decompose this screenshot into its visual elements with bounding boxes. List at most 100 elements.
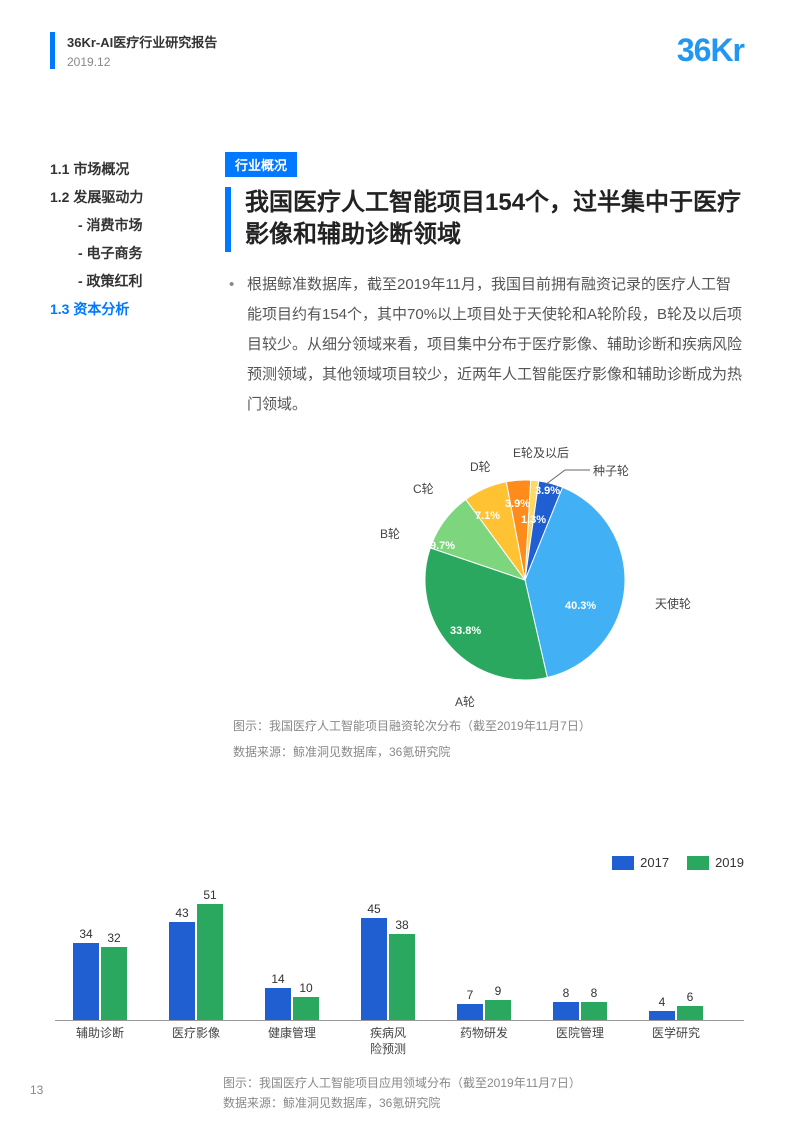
bar-value: 51 bbox=[197, 888, 223, 902]
bar-rect bbox=[73, 943, 99, 1020]
bar-group: 88医院管理 bbox=[541, 1002, 619, 1020]
legend-label: 2019 bbox=[715, 855, 744, 870]
bar-rect bbox=[361, 918, 387, 1020]
bar-legend: 2017 2019 bbox=[612, 855, 744, 870]
bar-rect bbox=[485, 1000, 511, 1020]
pie-percent: 9.7% bbox=[430, 540, 455, 552]
bar-rect bbox=[197, 904, 223, 1020]
bar-column: 10 bbox=[293, 997, 319, 1020]
bullet-icon: • bbox=[229, 270, 234, 300]
toc-sub-ecommerce[interactable]: - 电子商务 bbox=[50, 239, 190, 267]
bar-column: 4 bbox=[649, 1011, 675, 1020]
pie-label: 种子轮 bbox=[593, 462, 629, 479]
toc-item-1-2[interactable]: 1.2 发展驱动力 bbox=[50, 183, 190, 211]
section-tag: 行业概况 bbox=[225, 152, 297, 177]
bar-rect bbox=[101, 947, 127, 1020]
bar-caption-2: 数据来源：鲸准洞见数据库，36氪研究院 bbox=[223, 1093, 744, 1113]
pie-label: A轮 bbox=[455, 693, 475, 710]
bar-value: 8 bbox=[553, 986, 579, 1000]
bar-column: 9 bbox=[485, 1000, 511, 1020]
bar-value: 43 bbox=[169, 906, 195, 920]
main-content: 行业概况 我国医疗人工智能项目154个，过半集中于医疗影像和辅助诊断领域 • 根… bbox=[225, 152, 744, 763]
bar-rect bbox=[581, 1002, 607, 1020]
bar-column: 7 bbox=[457, 1004, 483, 1020]
bar-value: 38 bbox=[389, 918, 415, 932]
logo-prefix: 36 bbox=[677, 32, 711, 68]
bar-group: 4351医疗影像 bbox=[157, 904, 235, 1020]
bar-caption-block: 图示：我国医疗人工智能项目应用领域分布（截至2019年11月7日） 数据来源：鲸… bbox=[223, 1073, 744, 1114]
toc-sub-consumer[interactable]: - 消费市场 bbox=[50, 211, 190, 239]
bar-column: 8 bbox=[553, 1002, 579, 1020]
pie-percent: 3.9% bbox=[505, 498, 530, 510]
bar-rect bbox=[293, 997, 319, 1020]
table-of-contents: 1.1 市场概况 1.2 发展驱动力 - 消费市场 - 电子商务 - 政策红利 … bbox=[50, 155, 190, 323]
bar-category: 医疗影像 bbox=[157, 1020, 235, 1042]
bar-value: 6 bbox=[677, 990, 703, 1004]
bar-rect bbox=[457, 1004, 483, 1020]
header-left: 36Kr-AI医疗行业研究报告 2019.12 bbox=[50, 32, 217, 69]
bar-value: 7 bbox=[457, 988, 483, 1002]
bar-category: 医学研究 bbox=[637, 1020, 715, 1042]
bar-group: 1410健康管理 bbox=[253, 988, 331, 1020]
bar-rect bbox=[389, 934, 415, 1020]
legend-item: 2017 bbox=[612, 855, 669, 870]
bar-value: 10 bbox=[293, 981, 319, 995]
legend-label: 2017 bbox=[640, 855, 669, 870]
bar-column: 6 bbox=[677, 1006, 703, 1020]
bar-value: 32 bbox=[101, 931, 127, 945]
pie-label: E轮及以后 bbox=[513, 444, 569, 461]
pie-percent: 1.3% bbox=[521, 514, 546, 526]
bar-category: 疾病风险预测 bbox=[349, 1020, 427, 1057]
bar-rect bbox=[169, 922, 195, 1020]
bar-category: 辅助诊断 bbox=[61, 1020, 139, 1042]
page-number: 13 bbox=[30, 1083, 43, 1097]
bar-category: 健康管理 bbox=[253, 1020, 331, 1042]
bar-column: 8 bbox=[581, 1002, 607, 1020]
pie-label: B轮 bbox=[380, 525, 400, 542]
pie-caption-2: 数据来源：鲸准洞见数据库，36氪研究院 bbox=[225, 742, 744, 762]
bar-value: 14 bbox=[265, 972, 291, 986]
bar-column: 34 bbox=[73, 943, 99, 1020]
bar-column: 38 bbox=[389, 934, 415, 1020]
bar-value: 45 bbox=[361, 902, 387, 916]
bar-group: 46医学研究 bbox=[637, 1006, 715, 1020]
bar-rect bbox=[649, 1011, 675, 1020]
bar-column: 32 bbox=[101, 947, 127, 1020]
bar-group: 79药物研发 bbox=[445, 1000, 523, 1020]
legend-swatch bbox=[612, 856, 634, 870]
logo-suffix: Kr bbox=[710, 32, 744, 68]
legend-item: 2019 bbox=[687, 855, 744, 870]
pie-percent: 7.1% bbox=[475, 510, 500, 522]
toc-sub-policy[interactable]: - 政策红利 bbox=[50, 267, 190, 295]
bar-rect bbox=[677, 1006, 703, 1020]
bar-chart: 20172019 3432辅助诊断4351医疗影像1410健康管理4538疾病风… bbox=[55, 855, 744, 1114]
body-paragraph: 根据鲸准数据库，截至2019年11月，我国目前拥有融资记录的医疗人工智能项目约有… bbox=[247, 276, 742, 413]
bar-value: 34 bbox=[73, 927, 99, 941]
pie-label: 天使轮 bbox=[655, 595, 691, 612]
pie-percent: 33.8% bbox=[450, 625, 481, 637]
document-title: 36Kr-AI医疗行业研究报告 bbox=[67, 32, 217, 51]
bar-column: 14 bbox=[265, 988, 291, 1020]
section-body: • 根据鲸准数据库，截至2019年11月，我国目前拥有融资记录的医疗人工智能项目… bbox=[225, 270, 744, 420]
section-headline: 我国医疗人工智能项目154个，过半集中于医疗影像和辅助诊断领域 bbox=[225, 187, 744, 252]
toc-item-1-3-active[interactable]: 1.3 资本分析 bbox=[50, 295, 190, 323]
pie-percent: 3.9% bbox=[535, 485, 560, 497]
bars-area: 3432辅助诊断4351医疗影像 1410健康管理 4538疾病风险预测 79药物研发… bbox=[55, 881, 744, 1021]
pie-percent: 40.3% bbox=[565, 600, 596, 612]
bar-caption-1: 图示：我国医疗人工智能项目应用领域分布（截至2019年11月7日） bbox=[223, 1073, 744, 1093]
bar-value: 4 bbox=[649, 995, 675, 1009]
bar-category: 医院管理 bbox=[541, 1020, 619, 1042]
bar-rect bbox=[265, 988, 291, 1020]
bar-value: 8 bbox=[581, 986, 607, 1000]
pie-chart: 天使轮 40.3% A轮 33.8% B轮 9.7% C轮 7.1% D轮 3.9% E轮及以后 1.… bbox=[225, 430, 745, 710]
pie-caption-1: 图示：我国医疗人工智能项目融资轮次分布（截至2019年11月7日） bbox=[225, 716, 744, 736]
pie-label: D轮 bbox=[470, 458, 491, 475]
page-header: 36Kr-AI医疗行业研究报告 2019.12 36Kr bbox=[50, 32, 744, 69]
bar-group: 4538疾病风险预测 bbox=[349, 918, 427, 1020]
toc-item-1-1[interactable]: 1.1 市场概况 bbox=[50, 155, 190, 183]
pie-label: C轮 bbox=[413, 480, 434, 497]
bar-group: 3432辅助诊断 bbox=[61, 943, 139, 1020]
document-date: 2019.12 bbox=[67, 55, 217, 69]
bar-value: 9 bbox=[485, 984, 511, 998]
bar-rect bbox=[553, 1002, 579, 1020]
